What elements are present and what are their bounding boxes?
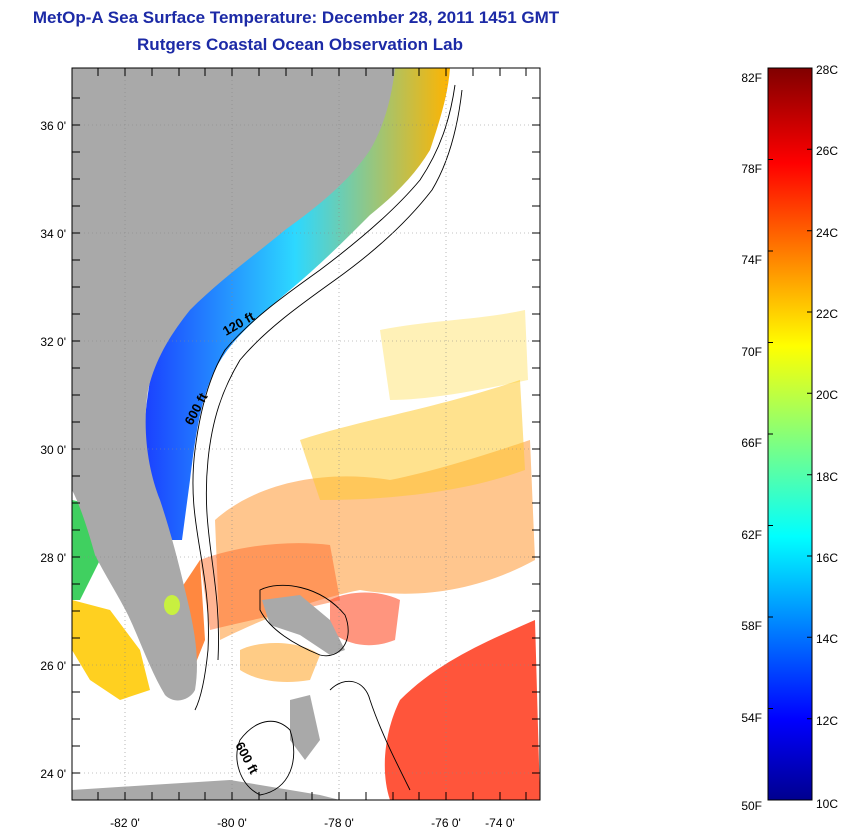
colorbar-c-label: 22C (816, 307, 838, 321)
lat-tick-label: 36 0' (40, 119, 66, 133)
colorbar-f-label: 82F (741, 71, 762, 85)
longitude-axis: -82 0' -80 0' -78 0' -76 0' -74 0' (110, 816, 515, 830)
colorbar-f-label: 66F (741, 436, 762, 450)
cold-coastal-band (140, 68, 450, 540)
us-southeast-landmass (72, 68, 395, 701)
lat-tick-label: 28 0' (40, 551, 66, 565)
colorbar-c-label: 26C (816, 144, 838, 158)
colorbar-c-label: 20C (816, 388, 838, 402)
sst-warm-field (200, 310, 540, 800)
colorbar-f-label: 70F (741, 345, 762, 359)
colorbar-c-label: 16C (816, 551, 838, 565)
lon-tick-label: -80 0' (217, 816, 247, 830)
colorbar-c-label: 24C (816, 226, 838, 240)
colorbar-f-label: 50F (741, 799, 762, 813)
colorbar-f-label: 78F (741, 162, 762, 176)
lake-okeechobee (164, 595, 180, 615)
bahamas-island-andros (290, 695, 320, 760)
colorbar-f-label: 54F (741, 711, 762, 725)
lat-tick-label: 30 0' (40, 443, 66, 457)
lon-tick-label: -82 0' (110, 816, 140, 830)
bathymetry-contours (192, 84, 463, 796)
colorbar-c-label: 14C (816, 632, 838, 646)
colorbar-c-label: 28C (816, 63, 838, 77)
lon-tick-label: -74 0' (485, 816, 515, 830)
lat-tick-label: 34 0' (40, 227, 66, 241)
colorbar-c-label: 12C (816, 714, 838, 728)
colorbar-f-label: 62F (741, 528, 762, 542)
map-frame (71, 67, 541, 801)
map-title: MetOp-A Sea Surface Temperature: Decembe… (32, 8, 560, 27)
colorbar-c-label: 18C (816, 470, 838, 484)
lat-tick-label: 26 0' (40, 659, 66, 673)
colorbar-f-label: 74F (741, 253, 762, 267)
colorbar-c-label: 10C (816, 797, 838, 811)
cuba-landmass (72, 780, 340, 800)
latitude-axis: 36 0' 34 0' 32 0' 30 0' 28 0' 26 0' 24 0… (40, 119, 66, 781)
colorbar-f-label: 58F (741, 619, 762, 633)
gulf-warm-sst (72, 600, 150, 700)
temperature-colorbar: 82F 78F 74F 70F 66F 62F 58F 54F 50F 28C … (741, 63, 838, 813)
lon-tick-label: -76 0' (431, 816, 461, 830)
colorbar-gradient (767, 67, 813, 801)
lat-tick-label: 32 0' (40, 335, 66, 349)
lon-tick-label: -78 0' (324, 816, 354, 830)
bahamas-island-abaco (262, 595, 345, 655)
lat-tick-label: 24 0' (40, 767, 66, 781)
map-subtitle: Rutgers Coastal Ocean Observation Lab (137, 35, 463, 54)
map-panel: 120 ft 600 ft 600 ft (72, 68, 540, 800)
